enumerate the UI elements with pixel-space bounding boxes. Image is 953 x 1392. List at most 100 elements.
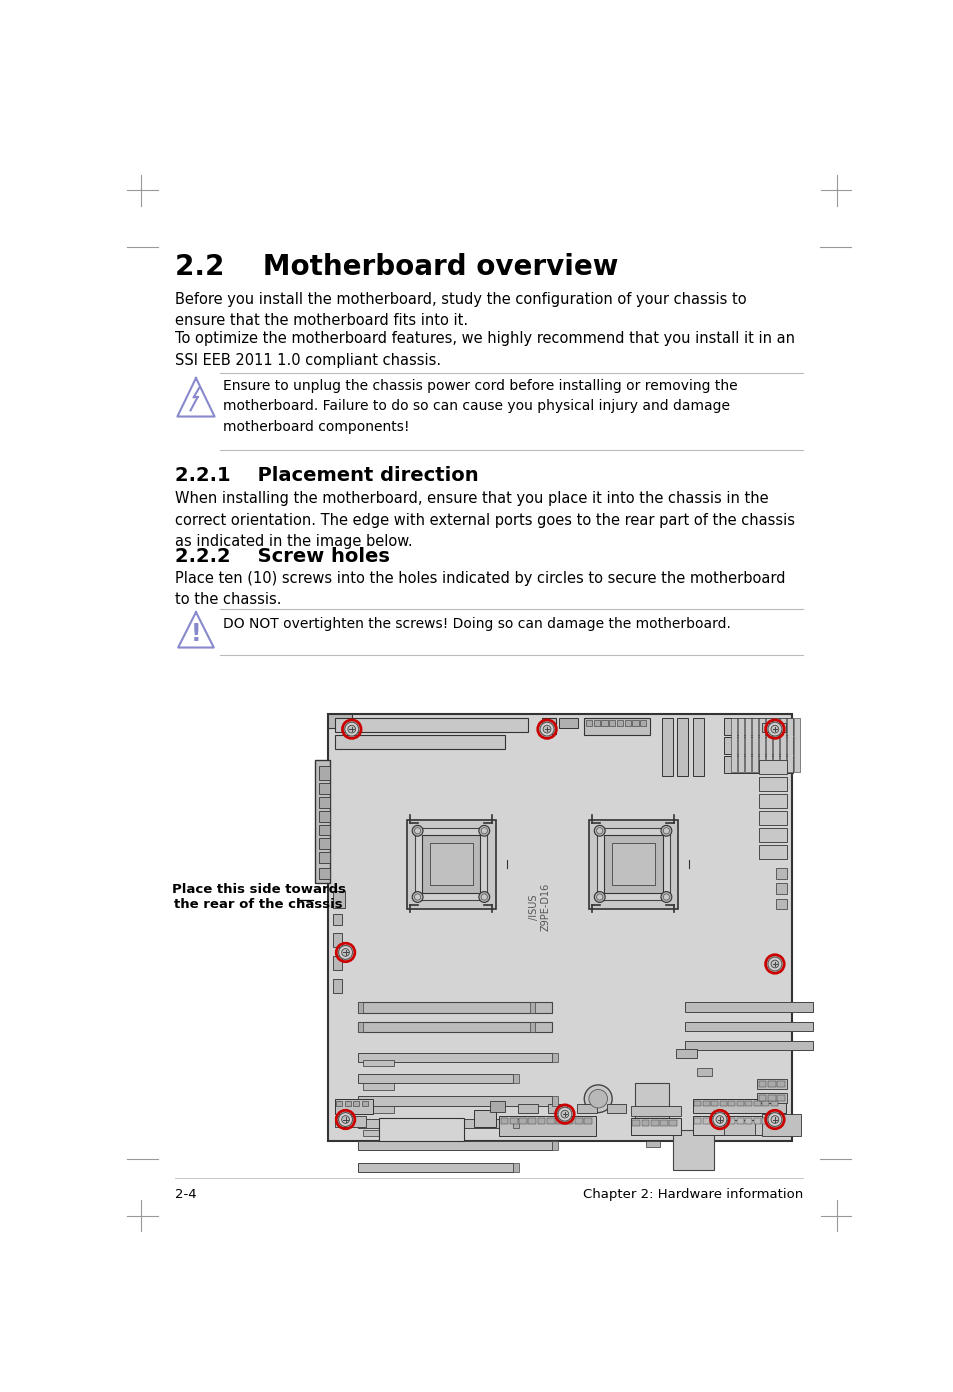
Bar xyxy=(575,1118,582,1125)
Bar xyxy=(761,1101,769,1107)
Bar xyxy=(692,1098,785,1112)
Bar xyxy=(758,1082,765,1087)
Bar xyxy=(357,1097,551,1105)
Bar xyxy=(335,1101,342,1107)
Circle shape xyxy=(662,894,669,901)
Bar xyxy=(777,1082,784,1087)
Bar xyxy=(684,1041,812,1050)
Bar xyxy=(357,1052,551,1062)
Bar xyxy=(600,720,607,727)
Bar xyxy=(711,1118,718,1125)
Bar xyxy=(583,1118,592,1125)
Bar xyxy=(692,718,703,777)
Circle shape xyxy=(412,825,422,837)
Bar xyxy=(617,720,622,727)
Bar xyxy=(344,1101,351,1107)
Bar xyxy=(702,1101,709,1107)
Bar xyxy=(357,1002,362,1012)
Bar xyxy=(632,1119,639,1126)
Circle shape xyxy=(542,725,550,734)
Bar xyxy=(593,720,599,727)
Circle shape xyxy=(415,828,420,834)
Bar xyxy=(736,1118,743,1125)
Bar xyxy=(357,1075,513,1083)
Circle shape xyxy=(338,1112,353,1126)
Text: 2.2.1    Placement direction: 2.2.1 Placement direction xyxy=(174,466,478,484)
Circle shape xyxy=(348,725,355,734)
Bar xyxy=(723,718,793,735)
Bar xyxy=(319,852,330,863)
Text: Place ten (10) screws into the holes indicated by circles to secure the motherbo: Place ten (10) screws into the holes ind… xyxy=(174,571,784,607)
Bar xyxy=(632,720,638,727)
Bar xyxy=(513,1119,518,1128)
Bar xyxy=(474,1111,496,1128)
Bar xyxy=(430,844,472,885)
Bar xyxy=(378,1118,464,1141)
Bar xyxy=(517,1104,537,1114)
Bar xyxy=(556,1118,563,1125)
Bar xyxy=(702,1118,709,1125)
Bar xyxy=(684,1022,812,1031)
Bar xyxy=(759,718,764,773)
Bar xyxy=(650,1119,658,1126)
Text: Place this side towards
the rear of the chassis: Place this side towards the rear of the … xyxy=(172,883,345,912)
Bar xyxy=(588,820,678,909)
Bar xyxy=(723,1119,754,1134)
Text: Before you install the motherboard, study the configuration of your chassis to
e: Before you install the motherboard, stud… xyxy=(174,292,746,329)
Bar xyxy=(767,1082,775,1087)
Text: Chapter 2: Hardware information: Chapter 2: Hardware information xyxy=(582,1187,802,1201)
Circle shape xyxy=(560,1111,568,1118)
Bar xyxy=(776,899,786,909)
Circle shape xyxy=(478,825,489,837)
Text: !: ! xyxy=(191,622,201,646)
Bar xyxy=(736,1101,743,1107)
Bar xyxy=(357,1002,551,1012)
Bar xyxy=(794,718,799,773)
Bar xyxy=(319,766,330,780)
Bar xyxy=(675,1048,697,1058)
Bar xyxy=(673,1129,713,1169)
Bar xyxy=(786,718,792,773)
Bar xyxy=(770,1101,778,1107)
Circle shape xyxy=(767,958,781,972)
Bar xyxy=(761,1114,801,1136)
Bar xyxy=(335,1116,365,1128)
Bar xyxy=(353,1101,359,1107)
Bar xyxy=(314,760,330,883)
Text: DO NOT overtighten the screws! Doing so can damage the motherboard.: DO NOT overtighten the screws! Doing so … xyxy=(223,618,730,632)
Bar xyxy=(604,835,661,894)
Bar xyxy=(753,1101,760,1107)
Bar xyxy=(530,1002,534,1012)
Bar xyxy=(415,828,487,901)
Circle shape xyxy=(412,892,422,902)
Bar xyxy=(669,1119,677,1126)
Text: Ensure to unplug the chassis power cord before installing or removing the
mother: Ensure to unplug the chassis power cord … xyxy=(223,379,737,434)
Bar xyxy=(518,1118,526,1125)
Bar xyxy=(761,1118,769,1125)
Circle shape xyxy=(478,892,489,902)
Bar xyxy=(723,736,793,754)
Bar xyxy=(606,1104,625,1114)
Bar xyxy=(780,718,785,773)
Bar xyxy=(759,793,785,807)
Circle shape xyxy=(594,825,604,837)
Bar xyxy=(319,838,330,849)
Bar xyxy=(319,867,330,878)
Bar xyxy=(513,1075,518,1083)
Text: 2-4: 2-4 xyxy=(174,1187,196,1201)
Circle shape xyxy=(341,948,349,956)
Bar xyxy=(612,844,654,885)
Circle shape xyxy=(660,825,671,837)
Bar xyxy=(546,1118,555,1125)
Bar xyxy=(720,1101,726,1107)
Bar xyxy=(328,714,791,1141)
Bar xyxy=(767,1096,775,1101)
Bar xyxy=(558,718,578,728)
Bar xyxy=(759,810,785,824)
Bar xyxy=(641,1119,649,1126)
Bar xyxy=(744,1118,752,1125)
Text: To optimize the motherboard features, we highly recommend that you install it in: To optimize the motherboard features, we… xyxy=(174,331,794,367)
Bar xyxy=(363,1107,394,1112)
Bar xyxy=(551,1052,558,1062)
Bar xyxy=(770,1118,778,1125)
